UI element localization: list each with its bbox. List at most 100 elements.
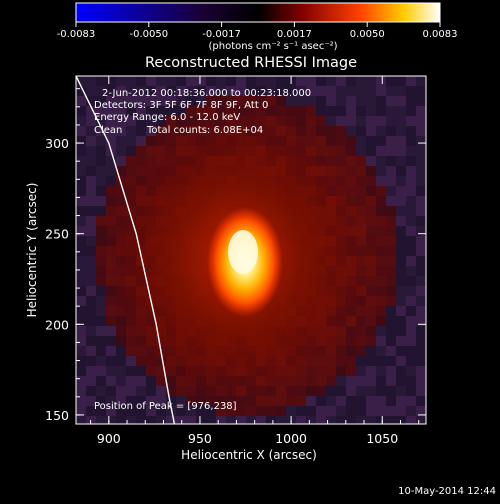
image-pixel [336,416,346,424]
image-pixel [86,306,96,316]
image-pixel [176,386,186,396]
image-pixel [326,356,336,366]
image-pixel [106,346,116,356]
image-pixel [386,196,396,206]
image-pixel [356,116,366,126]
image-pixel [136,386,146,396]
image-pixel [396,376,406,386]
image-pixel [396,386,406,396]
image-pixel [376,206,386,216]
image-pixel [216,86,226,96]
image-pixel [176,406,186,416]
image-pixel [146,396,156,406]
image-pixel [126,146,136,156]
image-pixel [156,76,166,86]
image-pixel [126,136,136,146]
image-pixel [336,156,346,166]
image-pixel [416,106,426,116]
image-pixel [286,106,296,116]
image-pixel [396,216,406,226]
image-pixel [386,146,396,156]
image-pixel [86,196,96,206]
image-pixel [366,146,376,156]
image-pixel [106,196,116,206]
colorbar-tick-label: 0.0083 [423,29,458,40]
image-pixel [256,396,266,406]
image-pixel [386,356,396,366]
image-pixel [406,346,416,356]
image-pixel [166,126,176,136]
image-pixel [86,316,96,326]
image-pixel [336,106,346,116]
image-pixel [396,276,406,286]
image-pixel [86,286,96,296]
image-pixel [306,136,316,146]
image-pixel [266,416,276,424]
image-pixel [276,86,286,96]
image-pixel [416,266,426,276]
image-pixel [306,386,316,396]
x-axis-ticks: 900 950 1000 1050 [90,76,420,446]
image-pixel [356,306,366,316]
image-pixel [96,246,106,256]
image-pixel [306,76,316,86]
image-pixel [326,96,336,106]
y-axis-label: Heliocentric Y (arcsec) [25,183,39,318]
image-pixel [126,366,136,376]
method-label: Clean [94,125,122,136]
image-pixel [276,116,286,126]
image-pixel [346,86,356,96]
image-pixel [376,136,386,146]
image-pixel [176,396,186,406]
image-pixel [406,186,416,196]
image-pixel [416,306,426,316]
image-pixel [326,106,336,116]
image-pixel [76,416,86,424]
image-pixel [386,396,396,406]
image-pixel [366,416,376,424]
image-pixel [396,246,406,256]
image-pixel [356,366,366,376]
solar-limb-curve [76,76,176,424]
image-pixel [136,416,146,424]
image-pixel [106,386,116,396]
image-pixel [216,106,226,116]
image-pixel [406,226,416,236]
image-pixel [396,226,406,236]
image-pixel [156,406,166,416]
image-pixel [296,126,306,136]
image-pixel [276,96,286,106]
image-pixel [326,116,336,126]
image-pixel [156,96,166,106]
image-pixel [296,76,306,86]
colorbar-unit-label: (photons cm⁻² s⁻¹ asec⁻²) [208,41,337,52]
image-pixel [186,76,196,86]
image-pixel [256,96,266,106]
image-pixel [266,406,276,416]
image-pixel [356,346,366,356]
image-pixel [196,406,206,416]
image-pixel [366,196,376,206]
image-pixel [116,176,126,186]
image-pixel [136,96,146,106]
image-pixel [416,186,426,196]
image-pixel [176,76,186,86]
image-pixel [176,116,186,126]
image-pixel [96,286,106,296]
image-pixel [86,276,96,286]
image-pixel [416,336,426,346]
image-pixel [116,386,126,396]
image-pixel [306,96,316,106]
image-pixel [76,256,86,266]
image-pixel [106,106,116,116]
image-pixel [96,326,106,336]
image-pixel [126,396,136,406]
image-pixel [106,376,116,386]
image-pixel [266,106,276,116]
image-pixel [196,106,206,116]
image-pixel [416,116,426,126]
image-pixel [116,146,126,156]
image-pixel [126,376,136,386]
image-pixel [356,96,366,106]
